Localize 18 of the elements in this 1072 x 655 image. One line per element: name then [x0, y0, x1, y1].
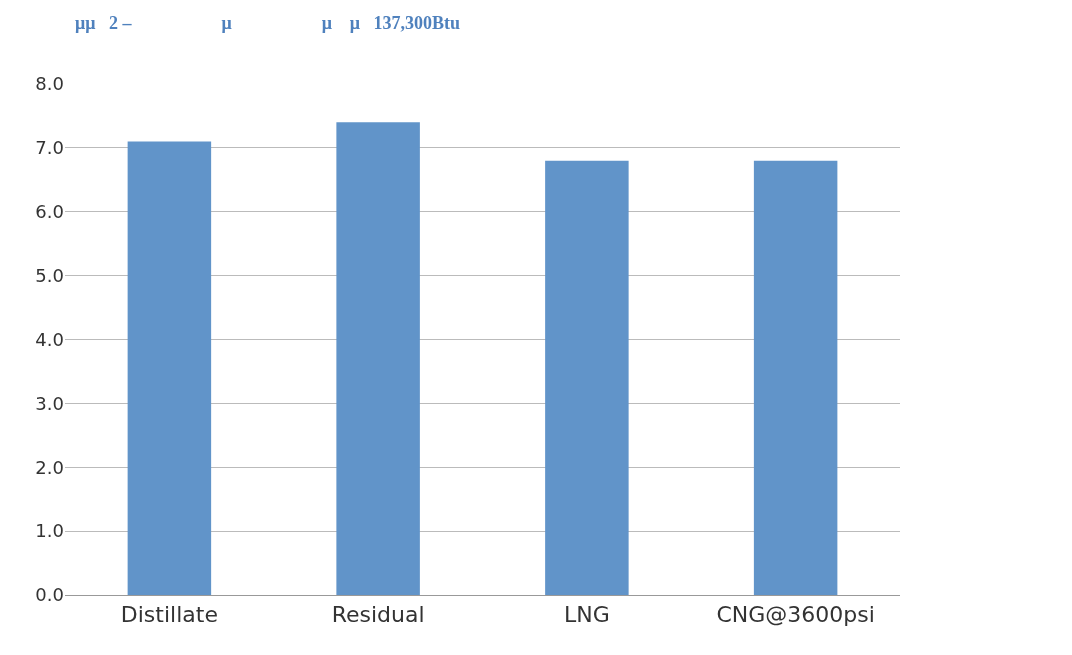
y-tick-label: 6.0 — [35, 201, 64, 223]
x-tick-label: CNG@3600psi — [716, 602, 875, 628]
chart-title: μμ 2 – μ μ μ 137,300Btu — [75, 12, 461, 33]
y-tick-label: 5.0 — [35, 264, 64, 286]
y-tick-label: 4.0 — [35, 328, 64, 350]
x-tick-label: LNG — [564, 602, 610, 628]
y-tick-label: 8.0 — [35, 73, 64, 95]
bar — [336, 122, 420, 595]
y-tick-label: 0.0 — [35, 584, 64, 606]
y-tick-label: 7.0 — [35, 137, 64, 159]
x-tick-label: Distillate — [120, 602, 218, 628]
bar — [753, 160, 838, 595]
y-tick-label: 2.0 — [35, 456, 64, 478]
y-tick-label: 1.0 — [35, 520, 64, 542]
bar — [545, 160, 629, 595]
y-tick-label: 3.0 — [35, 392, 64, 414]
bar — [127, 141, 212, 595]
x-tick-label: Residual — [331, 602, 425, 628]
